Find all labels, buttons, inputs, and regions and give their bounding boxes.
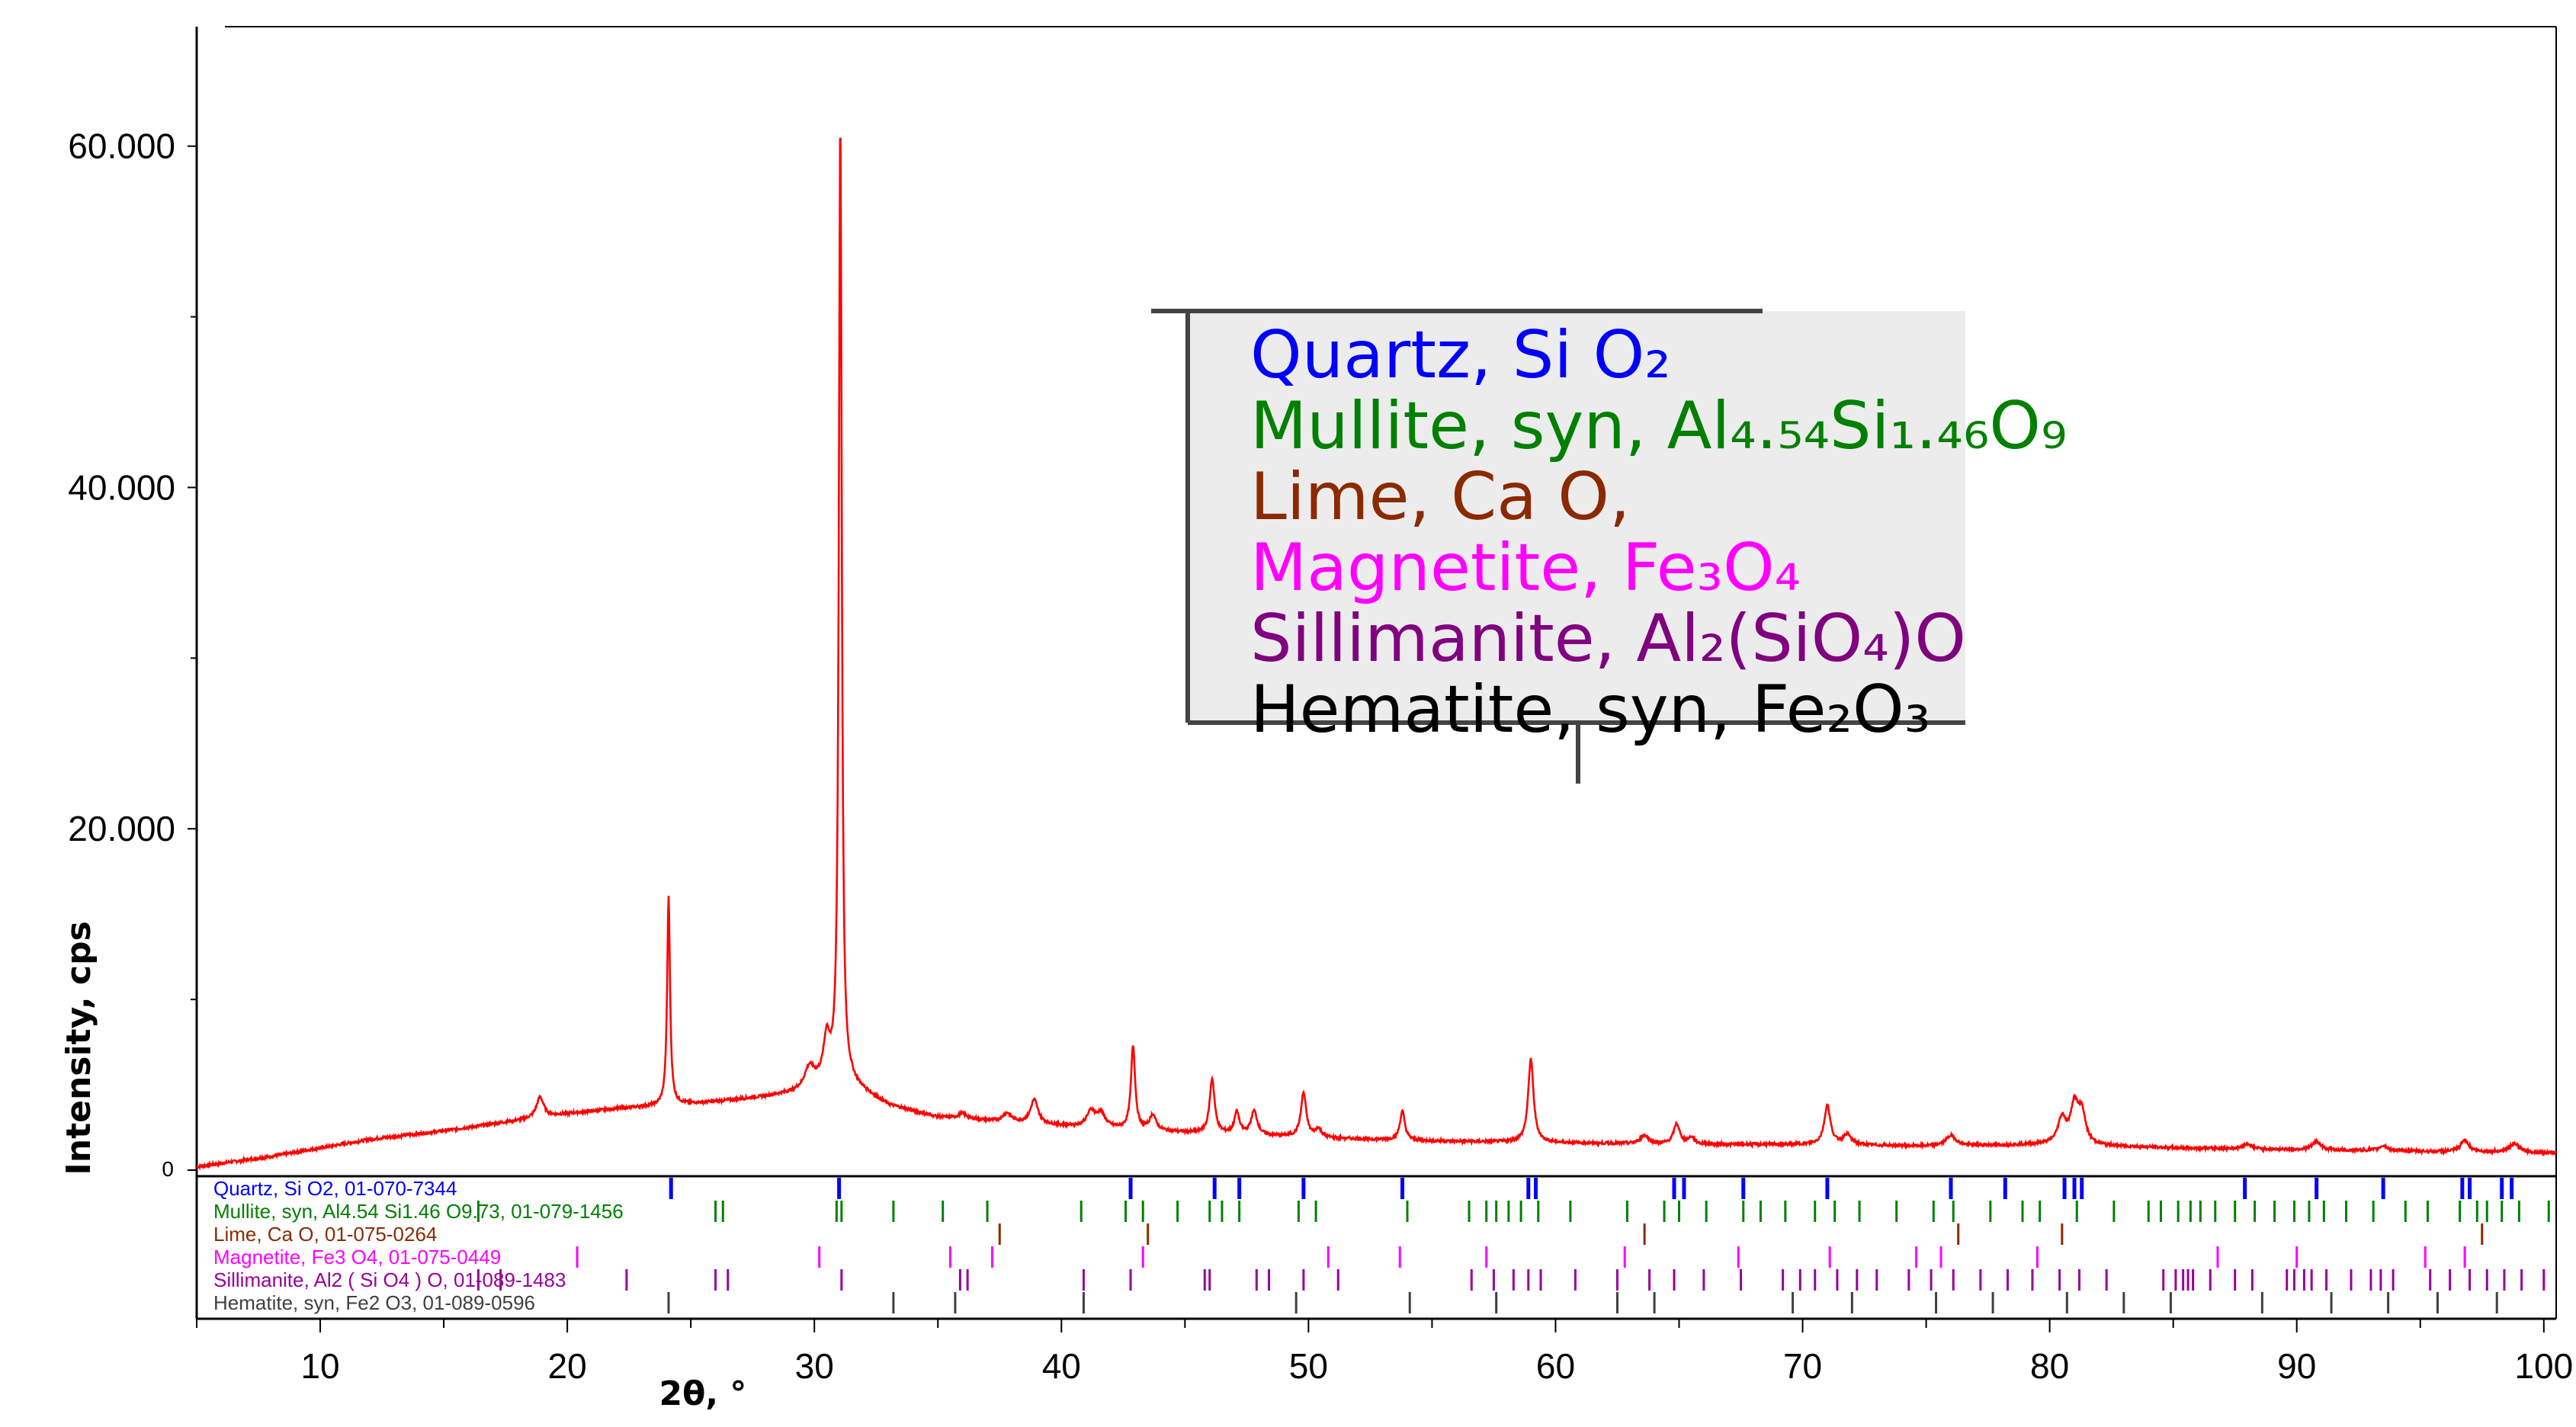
reference-pattern-row: Mullite, syn, Al4.54 Si1.46 O9.73, 01-07… bbox=[213, 1200, 2550, 1223]
y-tick-label: 0 bbox=[162, 1157, 174, 1181]
x-tick-label: 10 bbox=[300, 1346, 339, 1386]
legend-entry: Magnetite, Fe₃O₄ bbox=[1250, 530, 1801, 606]
x-tick-label: 100 bbox=[2514, 1346, 2573, 1386]
y-axis-title: Intensity, cps bbox=[59, 921, 98, 1175]
x-tick-label: 60 bbox=[1536, 1346, 1575, 1386]
y-tick-label: 20.000 bbox=[68, 809, 175, 848]
reference-pattern-label: Mullite, syn, Al4.54 Si1.46 O9.73, 01-07… bbox=[213, 1200, 624, 1223]
reference-pattern-row: Magnetite, Fe3 O4, 01-075-0449 bbox=[213, 1246, 2466, 1268]
x-axis-title: 2θ, ° bbox=[659, 1374, 747, 1413]
reference-pattern-row: Lime, Ca O, 01-075-0264 bbox=[213, 1223, 2484, 1246]
legend-entry: Sillimanite, Al₂(SiO₄)O bbox=[1250, 601, 1966, 677]
x-tick-label: 80 bbox=[2030, 1346, 2069, 1386]
reference-pattern-label: Quartz, Si O2, 01-070-7344 bbox=[213, 1177, 457, 1200]
y-tick-label: 40.000 bbox=[68, 467, 175, 507]
legend-entry: Lime, Ca O, bbox=[1250, 459, 1630, 535]
diffraction-pattern-line bbox=[196, 137, 2558, 1171]
x-tick-label: 50 bbox=[1289, 1346, 1328, 1386]
x-tick-label: 90 bbox=[2277, 1346, 2316, 1386]
x-tick-label: 40 bbox=[1042, 1346, 1081, 1386]
reference-pattern-label: Sillimanite, Al2 ( Si O4 ) O, 01-089-148… bbox=[213, 1268, 566, 1291]
reference-pattern-row: Sillimanite, Al2 ( Si O4 ) O, 01-089-148… bbox=[213, 1268, 2546, 1291]
x-tick-label: 30 bbox=[795, 1346, 834, 1386]
reference-pattern-row: Hematite, syn, Fe2 O3, 01-089-0596 bbox=[213, 1291, 2498, 1314]
x-tick-labels: 10 20 30 40 50 60 70 80 90 100 bbox=[300, 1346, 2573, 1386]
legend-entry: Mullite, syn, Al₄.₅₄Si₁.₄₆O₉ bbox=[1250, 388, 2067, 464]
y-tick-labels: 0 20.000 40.000 60.000 bbox=[68, 127, 175, 1181]
x-tick-label: 20 bbox=[548, 1346, 587, 1386]
reference-pattern-row: Quartz, Si O2, 01-070-7344 bbox=[213, 1177, 2514, 1200]
plot-frame bbox=[195, 26, 2557, 1320]
legend-box bbox=[1188, 311, 1965, 721]
y-tick-label: 60.000 bbox=[68, 127, 175, 166]
reference-pattern-label: Magnetite, Fe3 O4, 01-075-0449 bbox=[213, 1246, 501, 1268]
reference-pattern-label: Lime, Ca O, 01-075-0264 bbox=[213, 1223, 437, 1246]
x-tick-label: 70 bbox=[1783, 1346, 1822, 1386]
reference-pattern-label: Hematite, syn, Fe2 O3, 01-089-0596 bbox=[213, 1291, 535, 1314]
legend-entry: Quartz, Si O₂ bbox=[1250, 317, 1671, 393]
legend-entry: Hematite, syn, Fe₂O₃ bbox=[1250, 672, 1930, 748]
axis-ticks bbox=[188, 145, 2545, 1332]
